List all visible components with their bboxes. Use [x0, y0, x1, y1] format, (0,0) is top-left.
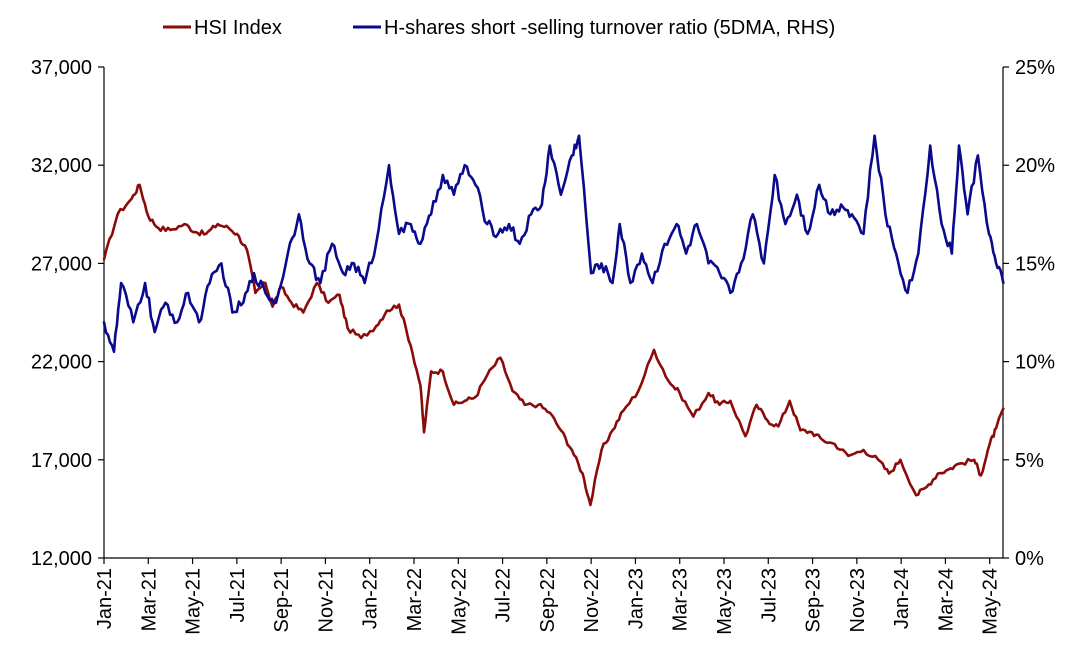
- y-left-tick-label: 32,000: [31, 155, 92, 177]
- x-tick-label: Mar-24: [935, 568, 957, 631]
- y-right-tick-label: 0%: [1015, 548, 1044, 570]
- y-right-tick-label: 25%: [1015, 57, 1055, 79]
- y-left-tick-label: 37,000: [31, 57, 92, 79]
- x-tick-label: Nov-21: [315, 568, 337, 632]
- x-tick-label: Sep-23: [803, 568, 825, 633]
- y-right-tick-label: 10%: [1015, 352, 1055, 374]
- x-tick-label: May-23: [714, 568, 736, 635]
- y-left-tick-label: 17,000: [31, 450, 92, 472]
- series-line-hsi-index: [102, 183, 1005, 507]
- legend-label: H-shares short -selling turnover ratio (…: [384, 17, 835, 39]
- y-right-tick-label: 20%: [1015, 155, 1055, 177]
- x-tick-label: Mar-22: [404, 568, 426, 631]
- x-tick-label: May-21: [183, 568, 205, 635]
- x-tick-label: Jul-22: [493, 568, 515, 622]
- legend: HSI Index H-shares short -selling turnove…: [163, 17, 835, 39]
- x-tick-label: Mar-21: [138, 568, 160, 631]
- axes: 12,000 17,000 22,000 27,000 32,000 37,000 0% 5%…: [31, 57, 1055, 635]
- x-tick-label: Jan-23: [625, 568, 647, 629]
- x-tick-label: Jul-21: [227, 568, 249, 622]
- x-tick-label: Mar-23: [670, 568, 692, 631]
- x-tick-label: May-22: [448, 568, 470, 635]
- legend-label: HSI Index: [194, 17, 282, 39]
- x-tick-label: Sep-22: [537, 568, 559, 633]
- series-line-short-selling-ratio: [102, 134, 1005, 354]
- y-right-tick-label: 15%: [1015, 253, 1055, 275]
- x-tick-label: May-24: [980, 568, 1002, 635]
- y-left-tick-label: 27,000: [31, 253, 92, 275]
- x-tick-label: Nov-22: [581, 568, 603, 632]
- x-tick-label: Jul-23: [758, 568, 780, 622]
- x-tick-label: Jan-22: [360, 568, 382, 629]
- x-tick-label: Jan-24: [891, 568, 913, 629]
- y-left-tick-label: 22,000: [31, 352, 92, 374]
- x-tick-label: Jan-21: [94, 568, 116, 629]
- series-layer: [102, 134, 1005, 507]
- x-tick-label: Sep-21: [271, 568, 293, 633]
- x-tick-label: Nov-23: [847, 568, 869, 632]
- y-left-tick-label: 12,000: [31, 548, 92, 570]
- y-right-tick-label: 5%: [1015, 450, 1044, 472]
